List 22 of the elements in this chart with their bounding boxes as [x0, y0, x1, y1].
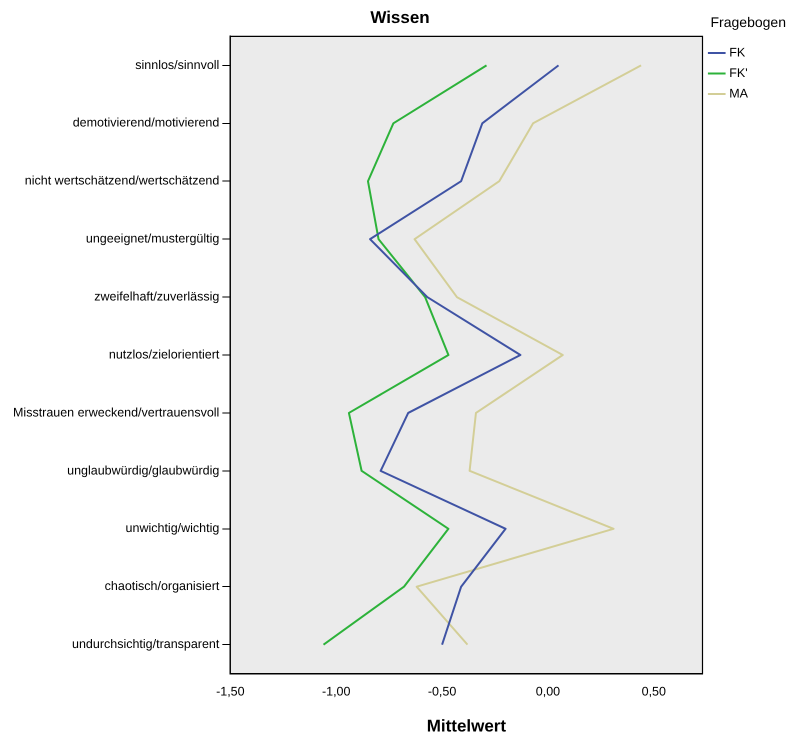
y-tick-label: demotivierend/motivierend [72, 116, 220, 130]
y-tick-label: unglaubwürdig/glaubwürdig [67, 463, 220, 478]
x-axis-title: Mittelwert [426, 716, 506, 736]
x-tick-label: -1,50 [216, 684, 245, 699]
legend-label: FK [729, 46, 746, 60]
y-tick-label: zweifelhaft/zuverlässig [94, 290, 220, 304]
chart-title: Wissen [370, 8, 430, 27]
y-tick-label: sinnlos/sinnvoll [135, 58, 220, 72]
x-tick-label: -0,50 [428, 684, 456, 699]
x-tick-label: 0,50 [642, 684, 666, 699]
y-tick-label: undurchsichtig/transparent [72, 637, 220, 652]
y-tick-label: ungeeignet/mustergültig [86, 232, 220, 246]
x-tick-label: -1,00 [322, 684, 350, 699]
y-tick-label: nutzlos/zielorientiert [108, 347, 220, 362]
y-tick-label: unwichtig/wichtig [126, 521, 220, 536]
legend-label: MA [729, 86, 749, 101]
y-tick-label: chaotisch/organisiert [104, 579, 220, 594]
legend-label: FK' [729, 66, 748, 80]
legend-title: Fragebogen [710, 14, 786, 30]
x-tick-label: 0,00 [536, 684, 560, 699]
y-tick-label: nicht wertschätzend/wertschätzend [24, 174, 220, 188]
y-tick-label: Misstrauen erweckend/vertrauensvoll [13, 405, 220, 420]
